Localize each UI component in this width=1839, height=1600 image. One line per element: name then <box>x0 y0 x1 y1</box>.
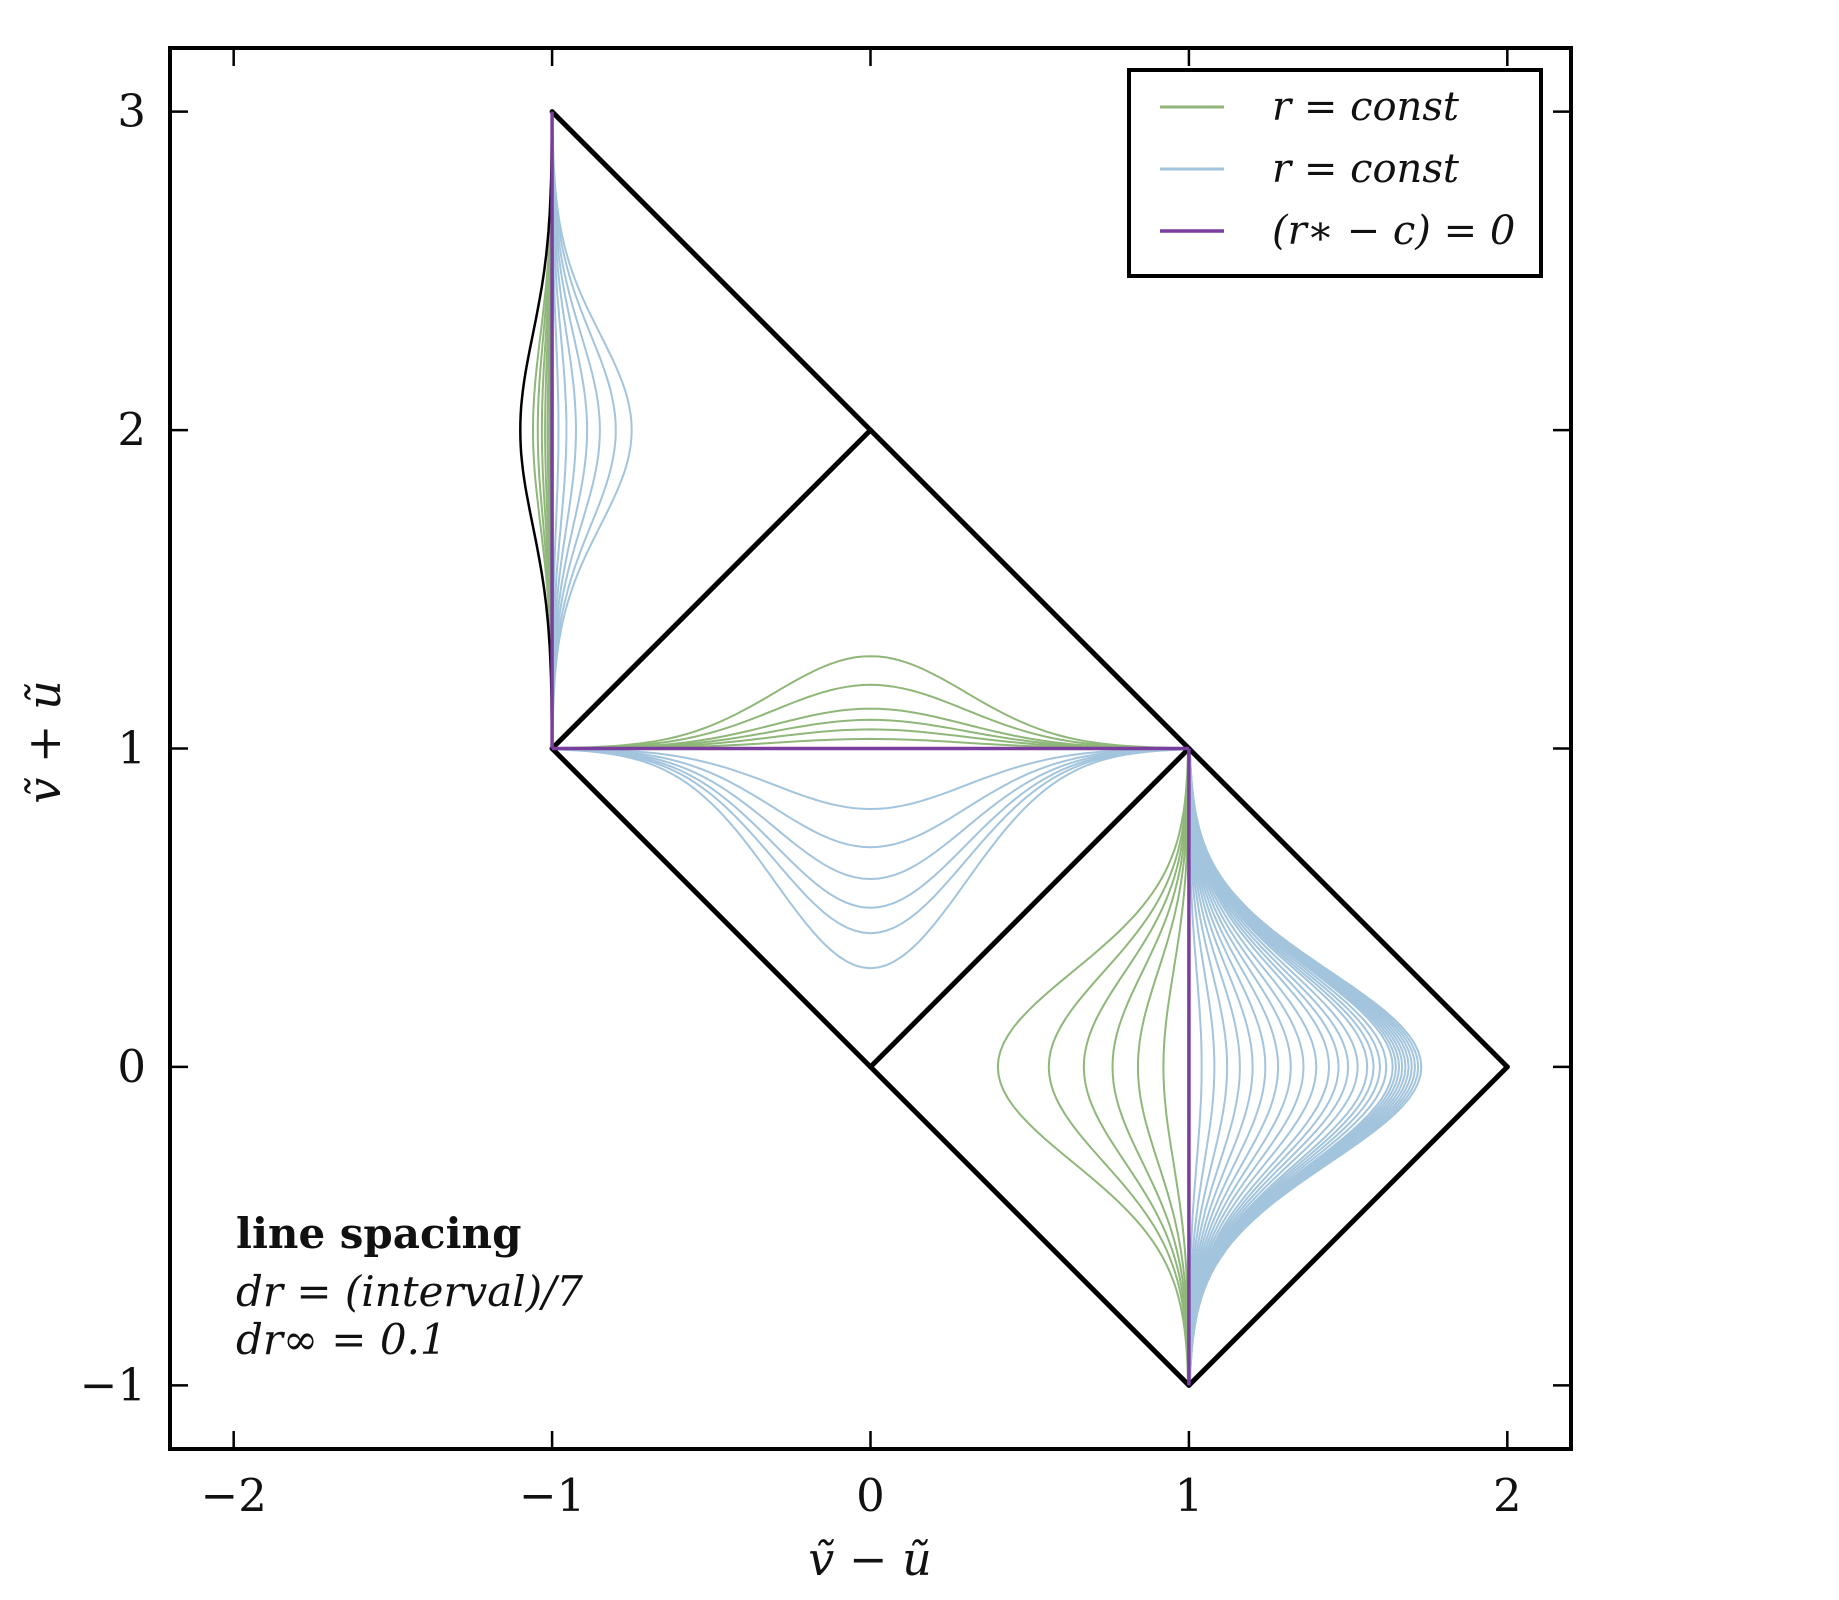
blue-r-const-curve-5-1 <box>1188 748 1216 1386</box>
y-tick-label-1: 0 <box>117 1040 146 1093</box>
blue-r-const-curve-5-25 <box>1188 748 1417 1386</box>
blue-r-const-curve-5-27 <box>1188 748 1423 1386</box>
y-tick-label-3: 2 <box>117 403 146 456</box>
x-tick-label-3: 1 <box>1175 1469 1204 1522</box>
legend-label-purple: (r∗ − c) = 0 <box>1272 208 1515 254</box>
blue-r-const-curve-5-7 <box>1188 748 1292 1386</box>
boundary-segment-3 <box>1186 1064 1510 1388</box>
boundary-segment-7 <box>868 746 1192 1070</box>
blue-r-const-curve-3-0 <box>552 747 1189 811</box>
blue-r-const-curve-3-2 <box>552 748 1189 881</box>
note-line-2: dr∞ = 0.1 <box>236 1315 447 1364</box>
blue-r-const-curve-3-5 <box>552 748 1189 970</box>
green-r-const-curve-4-4 <box>1047 748 1190 1386</box>
green-r-const-curve-2-5 <box>552 655 1189 750</box>
blue-r-const-curve-1-6 <box>551 111 633 749</box>
green-r-const-curve-4-0 <box>1162 748 1190 1386</box>
blue-r-const-curve-5-9 <box>1188 748 1318 1386</box>
x-tick-label-1: −1 <box>519 1469 585 1522</box>
blue-r-const-curve-1-5 <box>551 111 617 749</box>
boundary-segment-4 <box>868 1064 1192 1388</box>
y-tick-label-4: 3 <box>117 85 146 138</box>
boundary-segment-1 <box>868 427 1192 751</box>
legend-box <box>1127 68 1543 278</box>
y-tick-label-0: −1 <box>80 1358 146 1411</box>
blue-r-const-curve-3-3 <box>552 748 1189 909</box>
y-tick-label-2: 1 <box>117 722 146 775</box>
note-line-1: dr = (interval)/7 <box>236 1267 583 1316</box>
blue-r-const-curve-5-5 <box>1188 748 1267 1386</box>
green-r-const-curve-4-3 <box>1082 748 1190 1386</box>
outer-black-curve <box>519 111 554 749</box>
line-spacing-note: line spacing dr = (interval)/7 dr∞ = 0.1 <box>236 1209 583 1364</box>
boundary-segment-5 <box>549 746 873 1070</box>
blue-r-const-curve-5-10 <box>1188 748 1331 1386</box>
boundary-segment-0 <box>549 109 873 433</box>
blue-r-const-curve-5-8 <box>1188 748 1305 1386</box>
green-r-const-curve-4-2 <box>1111 748 1190 1386</box>
blue-r-const-curve-5-24 <box>1188 748 1413 1386</box>
blue-r-const-curve-5-21 <box>1188 748 1404 1386</box>
blue-r-const-curve-3-4 <box>552 748 1189 935</box>
x-axis-label: ṽ − ũ <box>808 1532 931 1586</box>
boundary-segment-6 <box>549 427 873 751</box>
boundary-segment-2 <box>1186 746 1510 1070</box>
x-tick-label-0: −2 <box>201 1469 267 1522</box>
blue-r-const-curve-5-12 <box>1188 748 1350 1386</box>
y-axis-label: ṽ + ũ <box>17 680 71 803</box>
note-title: line spacing <box>236 1209 521 1258</box>
blue-r-const-curve-5-6 <box>1188 748 1280 1386</box>
x-tick-label-4: 2 <box>1493 1469 1522 1522</box>
x-tick-label-2: 0 <box>856 1469 885 1522</box>
blue-r-const-curve-5-2 <box>1188 748 1229 1386</box>
penrose-boundary <box>549 109 1510 1388</box>
blue-r-const-curve-5-23 <box>1188 748 1410 1386</box>
legend: r = const r = const (r∗ − c) = 0 <box>1127 68 1543 278</box>
blue-r-const-curve-1-3 <box>551 111 589 749</box>
tick-layer: −2 −1 0 1 2 −1 0 1 2 3 <box>80 48 1571 1522</box>
green-r-const-curve-4-1 <box>1136 748 1190 1386</box>
purple-lines <box>550 111 1191 1386</box>
blue-r-const-curve-5-4 <box>1188 748 1254 1386</box>
legend-label-blue: r = const <box>1272 146 1460 192</box>
green-r-const-curve-2-4 <box>552 683 1189 750</box>
legend-label-green: r = const <box>1272 84 1460 130</box>
blue-r-const-curve-1-4 <box>551 111 601 749</box>
green-r-const-curve-2-3 <box>552 707 1189 750</box>
blue-r-const-curve-5-3 <box>1188 748 1241 1386</box>
green-r-const-curve-4-5 <box>996 748 1190 1386</box>
blue-r-const-curve-3-1 <box>552 747 1189 849</box>
blue-r-const-curve-5-19 <box>1188 748 1397 1386</box>
